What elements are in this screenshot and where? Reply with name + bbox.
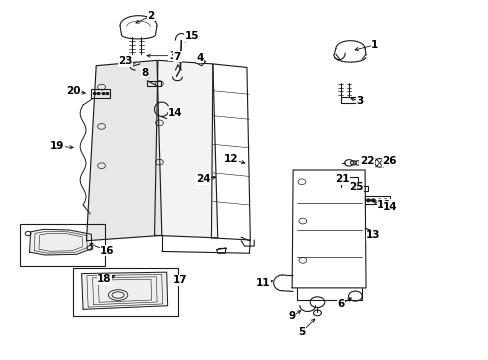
Circle shape [377,199,381,202]
Text: 15: 15 [184,31,199,41]
Text: 14: 14 [382,202,397,212]
Text: 4: 4 [196,53,203,63]
Polygon shape [81,272,167,309]
Text: 11: 11 [255,278,270,288]
Text: 14: 14 [168,108,183,118]
Text: 6: 6 [336,299,344,309]
Text: 16: 16 [100,246,114,256]
Text: 9: 9 [288,311,295,321]
Circle shape [93,93,96,95]
Bar [337,177,358,184]
Text: 25: 25 [348,182,363,192]
Circle shape [371,199,374,202]
Bar [356,186,368,191]
Text: 22: 22 [359,157,373,166]
Text: 23: 23 [118,57,132,66]
Text: 3: 3 [356,96,363,106]
Text: 24: 24 [196,174,210,184]
Text: 26: 26 [381,157,396,166]
Bar [365,197,389,204]
Circle shape [383,199,386,202]
Bar [340,97,359,103]
Text: 3: 3 [168,51,176,61]
Bar [147,81,161,86]
Text: 2: 2 [147,11,155,21]
Text: 20: 20 [66,86,81,96]
Circle shape [106,93,109,95]
Circle shape [366,199,370,202]
Circle shape [97,93,100,95]
Polygon shape [86,60,162,241]
Text: 12: 12 [223,154,238,164]
Text: 7: 7 [173,52,181,62]
Text: 5: 5 [298,327,305,337]
Text: 21: 21 [335,174,349,184]
Text: 1: 1 [370,40,378,50]
Bar [20,224,105,266]
Text: 19: 19 [50,141,64,151]
Text: 10: 10 [377,200,391,210]
Polygon shape [154,60,217,238]
Bar [73,267,178,316]
Text: 17: 17 [173,275,187,285]
Text: 18: 18 [97,274,111,284]
Text: 8: 8 [141,68,148,78]
Polygon shape [30,229,92,255]
Text: 13: 13 [366,230,380,240]
Circle shape [102,93,105,95]
Bar [91,89,110,98]
